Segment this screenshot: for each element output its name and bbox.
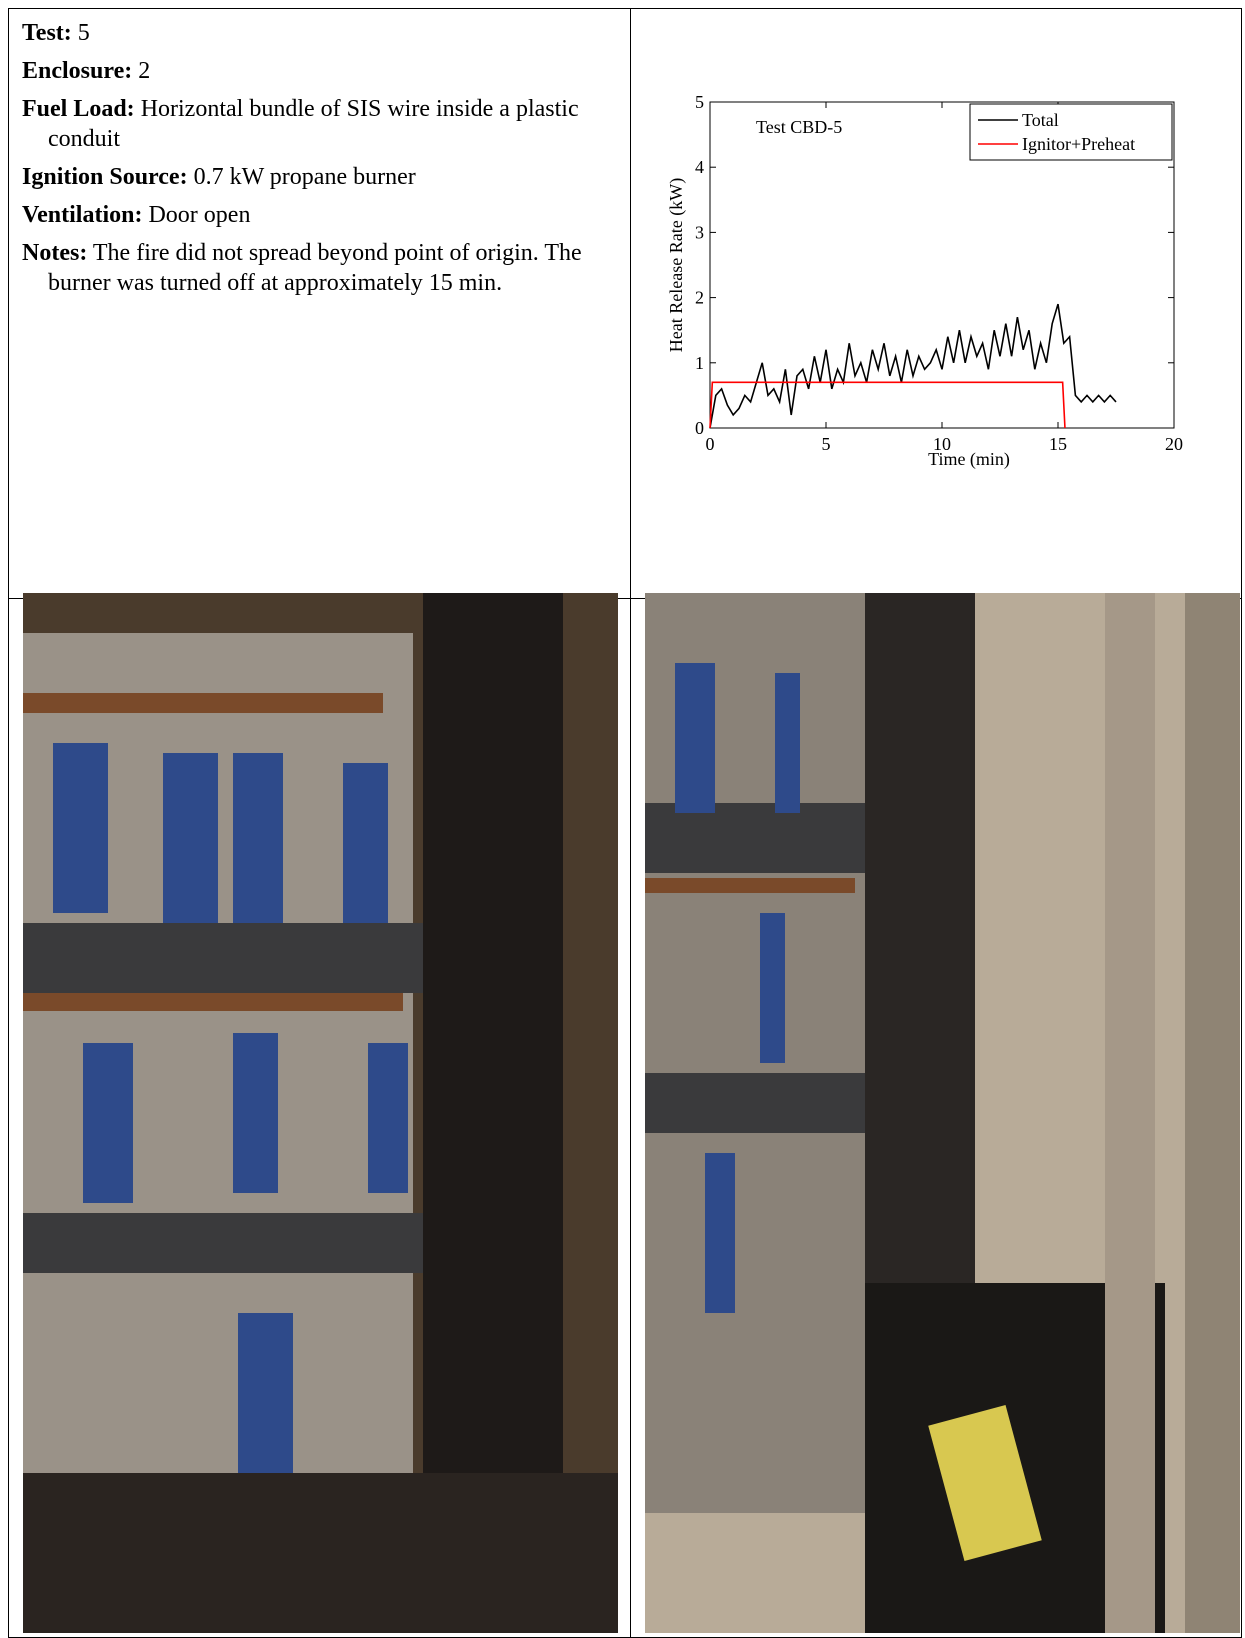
field-value: 2 xyxy=(138,58,150,84)
field: Notes: The fire did not spread beyond po… xyxy=(22,238,612,298)
x-tick-label: 20 xyxy=(1165,434,1183,454)
page: Test: 5 Enclosure: 2 Fuel Load: Horizontal… xyxy=(0,0,1245,1633)
field: Test: 5 xyxy=(22,18,612,48)
x-tick-label: 10 xyxy=(933,434,951,454)
field: Ventilation: Door open xyxy=(22,200,612,230)
y-tick-label: 3 xyxy=(695,222,704,242)
y-tick-label: 5 xyxy=(695,92,704,112)
chart: Test CBD-5 Time (min) Heat Release Rate … xyxy=(630,8,1240,598)
y-tick-label: 1 xyxy=(695,353,704,373)
chart-annotation: Test CBD-5 xyxy=(756,117,842,137)
field-label: Enclosure: xyxy=(22,58,132,84)
field: Enclosure: 2 xyxy=(22,56,612,86)
photo-right xyxy=(645,593,1240,1633)
y-tick-label: 2 xyxy=(695,288,704,308)
field-label: Test: xyxy=(22,20,72,46)
y-tick-label: 0 xyxy=(695,418,704,438)
field-value: 5 xyxy=(78,20,90,46)
photo-left xyxy=(23,593,618,1633)
field-label: Ignition Source: xyxy=(22,164,188,190)
field-value: Door open xyxy=(148,202,250,228)
x-tick-label: 5 xyxy=(822,434,831,454)
y-axis-label: Heat Release Rate (kW) xyxy=(666,178,687,352)
line-series xyxy=(710,382,1065,428)
field: Ignition Source: 0.7 kW propane burner xyxy=(22,162,612,192)
x-tick-label: 15 xyxy=(1049,434,1067,454)
field-value: The fire did not spread beyond point of … xyxy=(48,240,582,296)
legend-label: Ignitor+Preheat xyxy=(1022,134,1135,154)
legend-label: Total xyxy=(1022,110,1059,130)
x-tick-label: 0 xyxy=(706,434,715,454)
field-label: Notes: xyxy=(22,240,87,266)
field-label: Fuel Load: xyxy=(22,96,135,122)
field-value: 0.7 kW propane burner xyxy=(194,164,416,190)
field-label: Ventilation: xyxy=(22,202,142,228)
field-list: Test: 5 Enclosure: 2 Fuel Load: Horizontal… xyxy=(22,18,612,306)
field: Fuel Load: Horizontal bundle of SIS wire… xyxy=(22,94,612,154)
y-tick-label: 4 xyxy=(695,157,704,177)
line-series xyxy=(710,304,1116,428)
